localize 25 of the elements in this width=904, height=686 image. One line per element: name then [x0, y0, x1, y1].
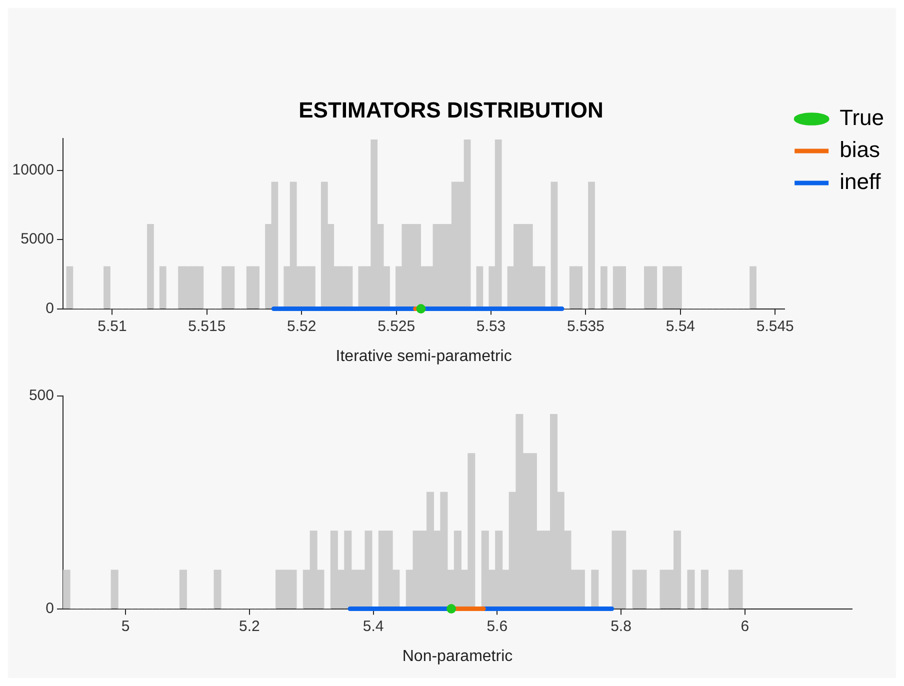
x-tick-label: 5.535 — [566, 318, 604, 335]
legend-label: bias — [840, 137, 880, 162]
x-tick-label: 5.4 — [362, 618, 384, 635]
x-tick-label: 6 — [740, 618, 750, 635]
x-tick-label: 5.54 — [666, 318, 696, 335]
x-tick-label: 5.51 — [98, 318, 127, 335]
legend-label: ineff — [840, 169, 882, 194]
y-tick-label: 5000 — [20, 230, 54, 248]
x-tick-label: 5 — [121, 618, 130, 635]
x-axis-title: Iterative semi-parametric — [336, 348, 512, 365]
chart-title: ESTIMATORS DISTRIBUTION — [298, 97, 604, 122]
x-tick-label: 5.8 — [610, 618, 632, 635]
x-tick-label: 5.53 — [476, 318, 506, 335]
x-tick-label: 5.52 — [287, 318, 316, 335]
y-tick-label: 10000 — [12, 161, 54, 178]
y-tick-label: 0 — [46, 600, 54, 617]
y-tick-label: 0 — [46, 300, 54, 317]
x-axis-title: Non-parametric — [402, 648, 513, 665]
x-tick-label: 5.515 — [188, 318, 226, 335]
x-tick-label: 5.2 — [238, 618, 260, 635]
y-tick-label: 500 — [28, 387, 54, 404]
legend-label: True — [840, 105, 884, 130]
x-tick-label: 5.6 — [486, 618, 508, 635]
x-tick-label: 5.525 — [378, 318, 416, 335]
x-tick-label: 5.545 — [756, 318, 794, 335]
